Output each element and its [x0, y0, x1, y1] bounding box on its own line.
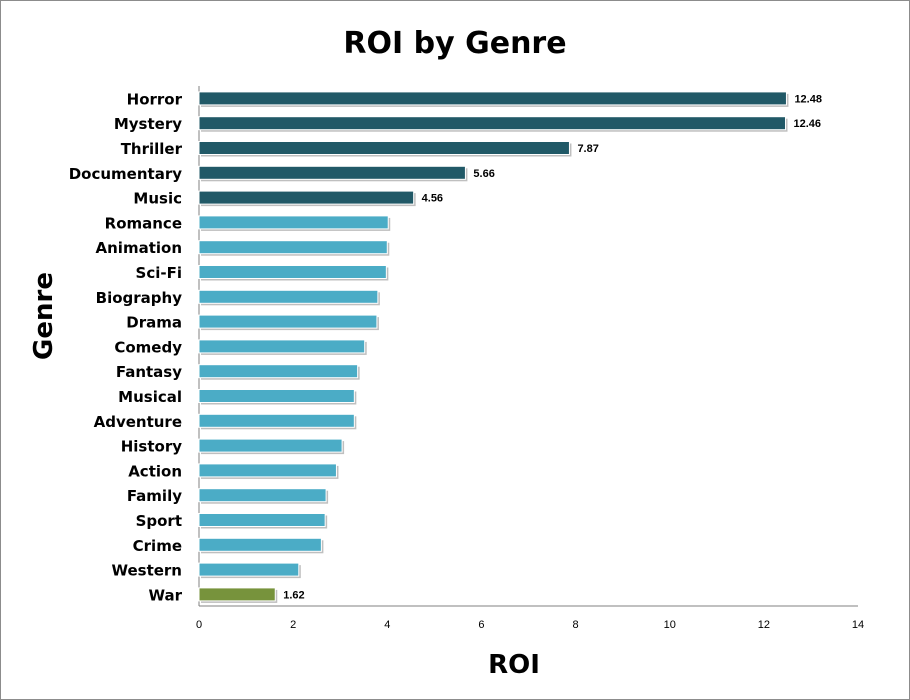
y-tick-label: Comedy	[114, 338, 182, 356]
y-tick-label: Musical	[118, 388, 182, 406]
x-tick-label: 14	[852, 619, 864, 631]
data-label: 7.87	[577, 143, 598, 155]
bar-action	[198, 463, 337, 478]
bar-documentary	[198, 165, 466, 180]
bar-war	[198, 587, 276, 602]
y-tick-label: Western	[111, 562, 182, 580]
bar-sport	[198, 513, 326, 527]
data-label: 12.48	[794, 93, 822, 105]
y-tick-label: Sci-Fi	[136, 264, 182, 282]
y-tick-label: Fantasy	[116, 363, 182, 381]
y-tick-label: Biography	[96, 289, 183, 307]
bar-fantasy	[198, 364, 359, 379]
y-tick-label: Crime	[133, 537, 182, 555]
y-tick-label: Sport	[136, 512, 182, 530]
x-tick-label: 2	[290, 619, 296, 631]
x-tick-label: 0	[196, 619, 202, 631]
x-tick-label: 12	[758, 619, 770, 631]
bar-mystery	[198, 116, 787, 131]
y-tick-label: Adventure	[94, 413, 182, 431]
bar-history	[198, 438, 343, 453]
y-tick-label: Romance	[105, 214, 182, 232]
y-tick-label: Drama	[126, 314, 182, 332]
x-axis-title: ROI	[488, 650, 540, 680]
chart-title: ROI by Genre	[343, 26, 567, 61]
x-tick-label: 10	[664, 619, 676, 631]
x-tick-label: 6	[478, 619, 484, 631]
bar-musical	[198, 389, 355, 403]
y-tick-label: Action	[128, 462, 182, 480]
x-tick-label: 4	[384, 619, 390, 631]
bar-music	[198, 190, 415, 205]
x-tick-label: 8	[573, 619, 579, 631]
y-tick-label: Animation	[96, 239, 182, 257]
y-tick-label: Documentary	[69, 165, 182, 183]
y-tick-label: War	[148, 586, 182, 604]
bar-crime	[198, 537, 322, 552]
bar-adventure	[198, 413, 355, 428]
y-tick-label: Mystery	[114, 115, 182, 133]
y-tick-label: Thriller	[121, 140, 183, 158]
bar-family	[198, 488, 327, 503]
bar-romance	[198, 215, 389, 230]
data-label: 4.56	[422, 193, 443, 205]
bar-drama	[198, 314, 378, 329]
y-tick-label: History	[121, 438, 182, 456]
bar-animation	[198, 240, 388, 255]
data-label: 1.62	[283, 589, 304, 601]
bar-sci-fi	[198, 265, 387, 279]
y-tick-label: Music	[133, 190, 182, 208]
bar-western	[198, 562, 300, 577]
y-tick-label: Horror	[127, 90, 183, 108]
data-label: 5.66	[473, 168, 494, 180]
bar-horror	[198, 91, 787, 106]
data-label: 12.46	[794, 118, 822, 130]
bar-biography	[198, 289, 379, 304]
bar-thriller	[198, 141, 570, 155]
y-tick-label: Family	[127, 487, 182, 505]
bar-comedy	[198, 339, 366, 354]
